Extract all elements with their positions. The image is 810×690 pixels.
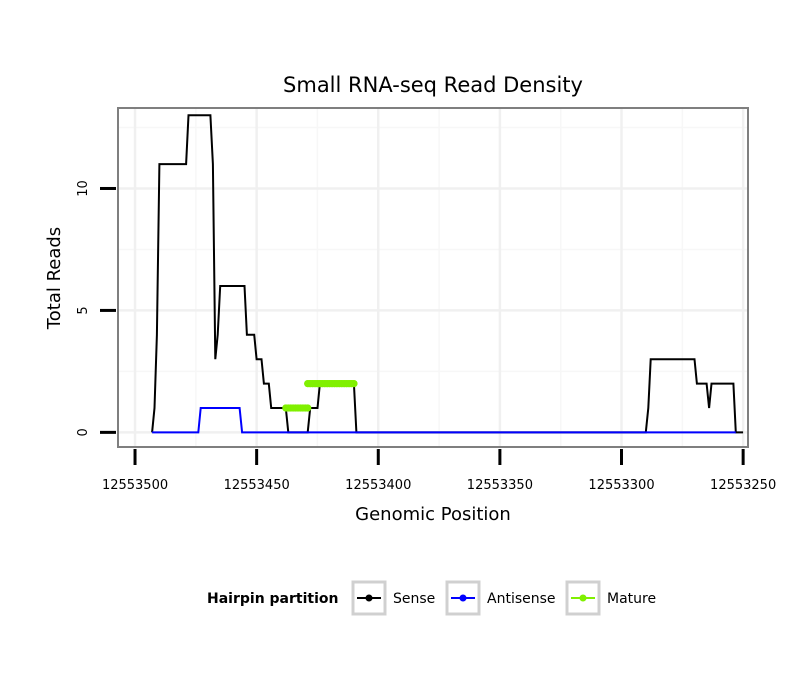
- legend-item-sense: Sense: [351, 580, 435, 616]
- y-axis-title: Total Reads: [44, 227, 65, 330]
- legend: Hairpin partition Sense Antisense Mature: [207, 580, 656, 616]
- legend-item-mature: Mature: [565, 580, 656, 616]
- axes: 12553500 12553450 12553400 12553350 12553300…: [76, 180, 776, 493]
- legend-label-antisense: Antisense: [487, 591, 556, 607]
- series-mature: [282, 379, 358, 412]
- legend-key-point: [365, 594, 373, 602]
- series-layer: [151, 114, 744, 434]
- x-tick-label: 12553250: [710, 478, 776, 493]
- legend-label-mature: Mature: [607, 591, 656, 607]
- x-tick-label: 12553450: [224, 478, 290, 493]
- legend-key-point: [579, 594, 587, 602]
- series-mature-point: [304, 404, 312, 412]
- chart-title: Small RNA-seq Read Density: [283, 73, 583, 97]
- x-axis-title: Genomic Position: [355, 504, 511, 525]
- x-tick-label: 12553350: [467, 478, 533, 493]
- series-antisense-line: [152, 407, 736, 434]
- legend-title: Hairpin partition: [207, 591, 338, 607]
- y-tick-label: 10: [76, 180, 91, 197]
- x-tick-label: 12553400: [345, 478, 411, 493]
- legend-label-sense: Sense: [393, 591, 435, 607]
- series-sense-line: [151, 114, 744, 434]
- y-tick-label: 5: [76, 306, 91, 314]
- x-tick-label: 12553300: [588, 478, 654, 493]
- series-mature-point: [350, 379, 358, 388]
- legend-item-antisense: Antisense: [445, 580, 556, 616]
- grid-lines: [118, 108, 748, 447]
- x-tick-label: 12553500: [102, 478, 168, 493]
- y-tick-label: 0: [76, 428, 91, 436]
- plot-panel-border: [117, 107, 749, 448]
- legend-key-point: [459, 594, 467, 602]
